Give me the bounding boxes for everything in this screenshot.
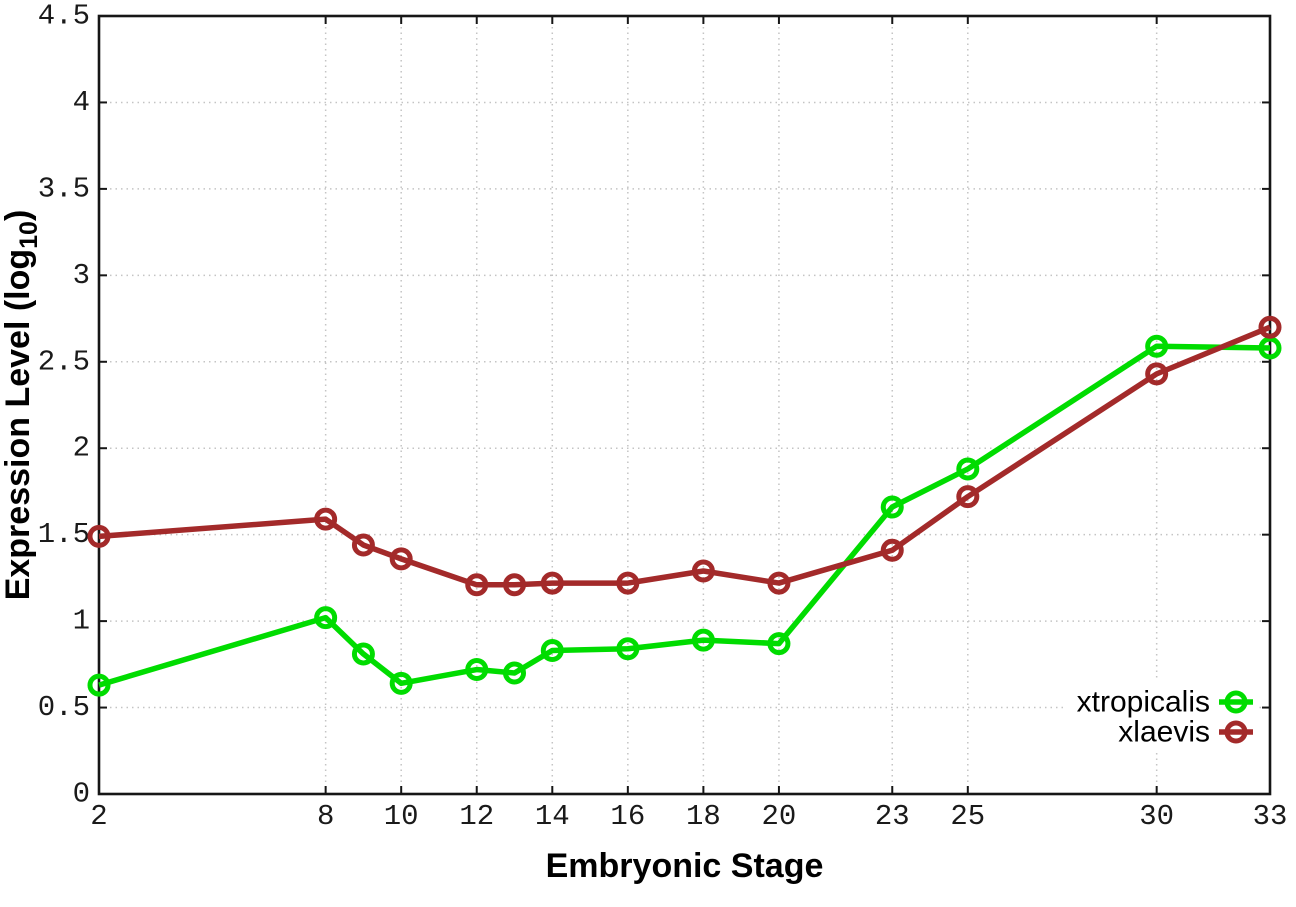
y-tick-label-3: 3: [73, 259, 90, 292]
y-tick-label-3.5: 3.5: [38, 172, 90, 205]
data-point-xtropicalis-stage-9: [351, 642, 375, 666]
y-tick-label-2.5: 2.5: [38, 345, 90, 378]
data-point-xtropicalis-stage-30: [1145, 334, 1169, 358]
x-tick-label-12: 12: [459, 800, 494, 833]
legend-row-xtropicalis: xtropicalis: [1077, 686, 1253, 719]
data-point-xtropicalis-stage-8: [314, 606, 338, 630]
data-point-xtropicalis-stage-23: [880, 495, 904, 519]
legend-sample-marker-xlaevis: [1224, 720, 1248, 744]
tick-labels: 2 8 10 12 14 16 18 20 23 25 30 33 0 0.5 1 1.5 2 2.5 3 3.5 4 4…: [38, 0, 1288, 833]
series-xlaevis: [87, 315, 1282, 597]
series-xtropicalis: [87, 334, 1282, 697]
data-point-xtropicalis-stage-25: [956, 457, 980, 481]
y-tick-label-4.5: 4.5: [38, 0, 90, 33]
data-point-xlaevis-stage-9: [351, 533, 375, 557]
data-point-xlaevis-stage-8: [314, 507, 338, 531]
x-tick-label-25: 25: [950, 800, 985, 833]
data-point-xlaevis-stage-20: [767, 571, 791, 595]
plot-border: [97, 14, 1272, 796]
data-point-xtropicalis-stage-12: [465, 658, 489, 682]
y-tick-label-1.5: 1.5: [38, 518, 90, 551]
series-line-xlaevis: [98, 324, 1272, 588]
legend-row-xlaevis: xlaevis: [1118, 716, 1253, 749]
data-point-xlaevis-stage-10: [389, 547, 413, 571]
data-point-xtropicalis-stage-33: [1258, 336, 1282, 360]
legend-label-xtropicalis: xtropicalis: [1077, 686, 1210, 719]
data-point-xtropicalis-stage-20: [767, 632, 791, 656]
data-point-xlaevis-stage-12: [465, 573, 489, 597]
legend-background: [1063, 681, 1258, 750]
data-point-xtropicalis-stage-16: [616, 637, 640, 661]
data-point-xlaevis-stage-2: [87, 524, 111, 548]
x-tick-label-18: 18: [686, 800, 721, 833]
x-tick-label-8: 8: [317, 800, 334, 833]
data-point-xlaevis-stage-23: [880, 538, 904, 562]
x-tick-label-2: 2: [90, 800, 107, 833]
data-point-xtropicalis-stage-14: [540, 639, 564, 663]
x-tick-label-30: 30: [1139, 800, 1174, 833]
x-tick-label-23: 23: [875, 800, 910, 833]
legend-sample-marker-xtropicalis: [1224, 690, 1248, 714]
data-point-xlaevis-stage-16: [616, 571, 640, 595]
data-point-xtropicalis-stage-2: [87, 673, 111, 697]
series-line-xtropicalis: [98, 343, 1271, 688]
x-tick-label-33: 33: [1253, 800, 1288, 833]
x-axis-title: Embryonic Stage: [546, 847, 824, 885]
y-tick-label-1: 1: [73, 605, 90, 638]
x-tick-label-20: 20: [762, 800, 797, 833]
y-tick-label-0: 0: [73, 778, 90, 811]
y-tick-label-2: 2: [73, 432, 90, 465]
x-tick-label-10: 10: [384, 800, 419, 833]
data-point-xlaevis-stage-33: [1258, 315, 1282, 339]
data-point-xtropicalis-stage-13: [503, 661, 527, 685]
data-point-xlaevis-stage-18: [691, 559, 715, 583]
y-tick-label-0.5: 0.5: [38, 691, 90, 724]
data-point-xlaevis-stage-30: [1145, 362, 1169, 386]
y-axis-title: Expression Level (log10): [0, 210, 43, 601]
data-point-xlaevis-stage-13: [503, 573, 527, 597]
x-tick-label-14: 14: [535, 800, 570, 833]
gridlines: [99, 16, 1270, 794]
y-tick-label-4: 4: [73, 86, 90, 119]
data-point-xlaevis-stage-25: [956, 485, 980, 509]
data-point-xtropicalis-stage-18: [691, 628, 715, 652]
legend-label-xlaevis: xlaevis: [1118, 716, 1210, 749]
data-point-xtropicalis-stage-10: [389, 671, 413, 695]
x-tick-label-16: 16: [610, 800, 645, 833]
data-point-xlaevis-stage-14: [540, 571, 564, 595]
tick-marks: [98, 15, 1271, 795]
